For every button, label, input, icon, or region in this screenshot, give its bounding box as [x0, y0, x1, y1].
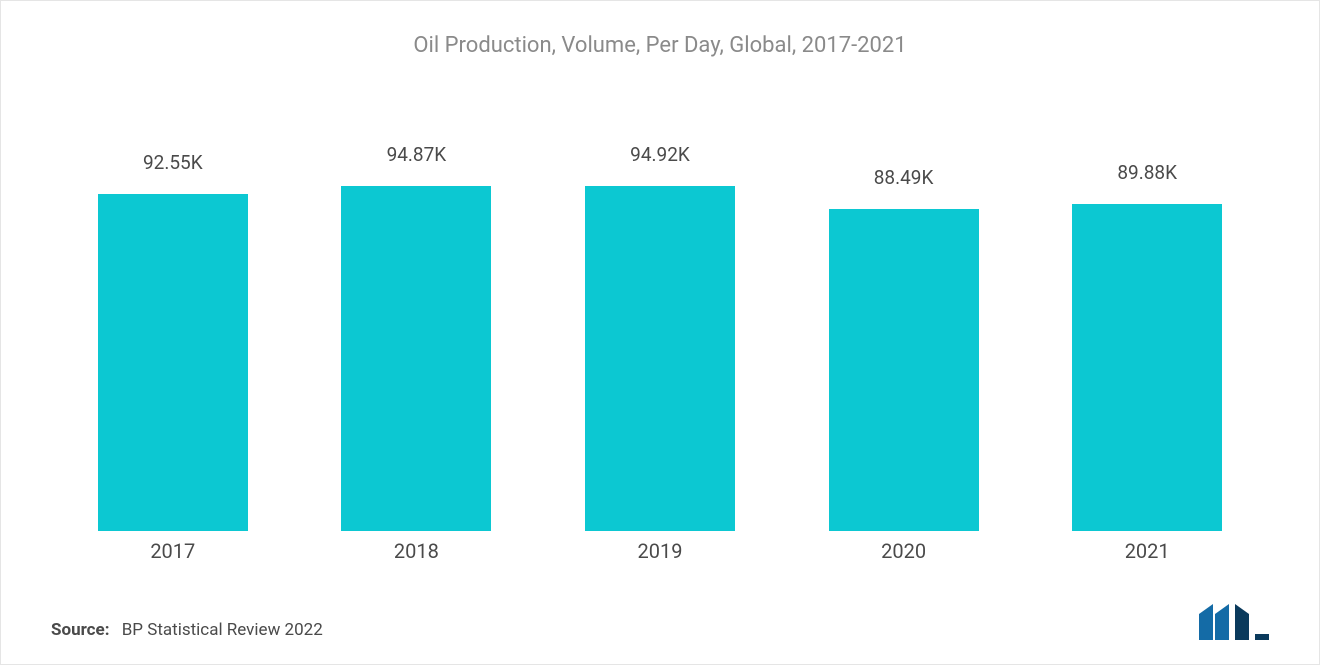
chart-container: Oil Production, Volume, Per Day, Global,… [0, 0, 1320, 665]
x-axis-label: 2019 [538, 539, 782, 563]
bar-value-label: 94.87K [295, 143, 539, 166]
bar-value-label: 89.88K [1025, 161, 1269, 184]
bar [341, 186, 491, 531]
x-axis-label: 2018 [295, 539, 539, 563]
bar-group: 89.88K [1025, 131, 1269, 531]
bar [829, 209, 979, 531]
chart-title: Oil Production, Volume, Per Day, Global,… [1, 1, 1319, 68]
x-axis-labels: 20172018201920202021 [51, 539, 1269, 563]
x-axis-label: 2020 [782, 539, 1026, 563]
brand-logo-icon [1199, 604, 1269, 640]
x-axis-label: 2021 [1025, 539, 1269, 563]
bar-value-label: 92.55K [51, 151, 295, 174]
bar-value-label: 94.92K [538, 143, 782, 166]
footer-row: Source: BP Statistical Review 2022 [51, 604, 1269, 640]
source-value: BP Statistical Review 2022 [122, 620, 323, 640]
bars-row: 92.55K94.87K94.92K88.49K89.88K [51, 131, 1269, 531]
bar-group: 94.87K [295, 131, 539, 531]
bar-group: 88.49K [782, 131, 1026, 531]
bar [585, 186, 735, 531]
bar-group: 94.92K [538, 131, 782, 531]
bar [98, 194, 248, 531]
bar [1072, 204, 1222, 531]
source-label: Source: [51, 620, 109, 640]
bar-value-label: 88.49K [782, 166, 1026, 189]
chart-plot-area: 92.55K94.87K94.92K88.49K89.88K [51, 131, 1269, 531]
x-axis-label: 2017 [51, 539, 295, 563]
source-text: Source: BP Statistical Review 2022 [51, 620, 323, 640]
bar-group: 92.55K [51, 131, 295, 531]
